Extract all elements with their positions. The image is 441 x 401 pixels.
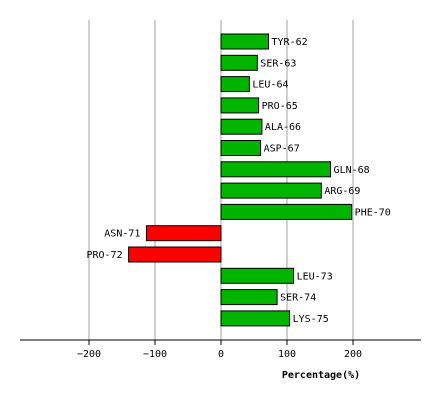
bar-tyr-62 bbox=[220, 33, 270, 50]
bar-label: PHE-70 bbox=[355, 207, 391, 218]
bar-arg-69 bbox=[220, 182, 322, 199]
bar-label: SER-74 bbox=[280, 293, 316, 304]
bar-leu-64 bbox=[220, 76, 250, 93]
bar-asp-67 bbox=[220, 140, 262, 156]
bar-label: LYS-75 bbox=[293, 314, 329, 325]
bar-label: LEU-73 bbox=[297, 271, 333, 282]
bar-ala-66 bbox=[220, 118, 263, 135]
bar-label: PRO-72 bbox=[86, 250, 122, 261]
bar-gln-68 bbox=[220, 161, 332, 178]
bar-phe-70 bbox=[220, 203, 353, 220]
bar-lys-75 bbox=[220, 310, 291, 327]
bar-label: LEU-64 bbox=[252, 80, 288, 91]
grid-lines bbox=[88, 20, 354, 340]
bar-label: ALA-66 bbox=[265, 122, 301, 133]
bars bbox=[128, 33, 353, 327]
bar-pro-65 bbox=[220, 97, 260, 114]
bar-asn-71 bbox=[145, 225, 222, 242]
bar-label: SER-63 bbox=[260, 58, 296, 69]
bar-ser-63 bbox=[220, 54, 258, 71]
x-tick-label: 0 bbox=[218, 349, 224, 360]
x-tick-label: −100 bbox=[143, 349, 167, 360]
bar-label: PRO-65 bbox=[262, 101, 298, 112]
bar-label: ASN-71 bbox=[104, 229, 140, 240]
bar-label: ASP-67 bbox=[264, 144, 300, 155]
x-tick-label: 200 bbox=[344, 349, 362, 360]
bar-label: TYR-62 bbox=[272, 37, 308, 48]
x-axis: −200 −100 0 100 200 bbox=[20, 339, 421, 360]
bar-label: GLN-68 bbox=[334, 165, 370, 176]
bar-pro-72 bbox=[128, 246, 222, 263]
x-tick-label: −200 bbox=[77, 349, 101, 360]
x-axis-title: Percentage(%) bbox=[282, 370, 360, 381]
bar-labels: TYR-62 SER-63 LEU-64 PRO-65 ALA-66 ASP-67 GLN-… bbox=[86, 37, 390, 325]
bar-label: ARG-69 bbox=[324, 186, 360, 197]
bar-ser-74 bbox=[220, 289, 278, 306]
x-tick-label: 100 bbox=[278, 349, 296, 360]
bar-leu-73 bbox=[220, 267, 295, 284]
